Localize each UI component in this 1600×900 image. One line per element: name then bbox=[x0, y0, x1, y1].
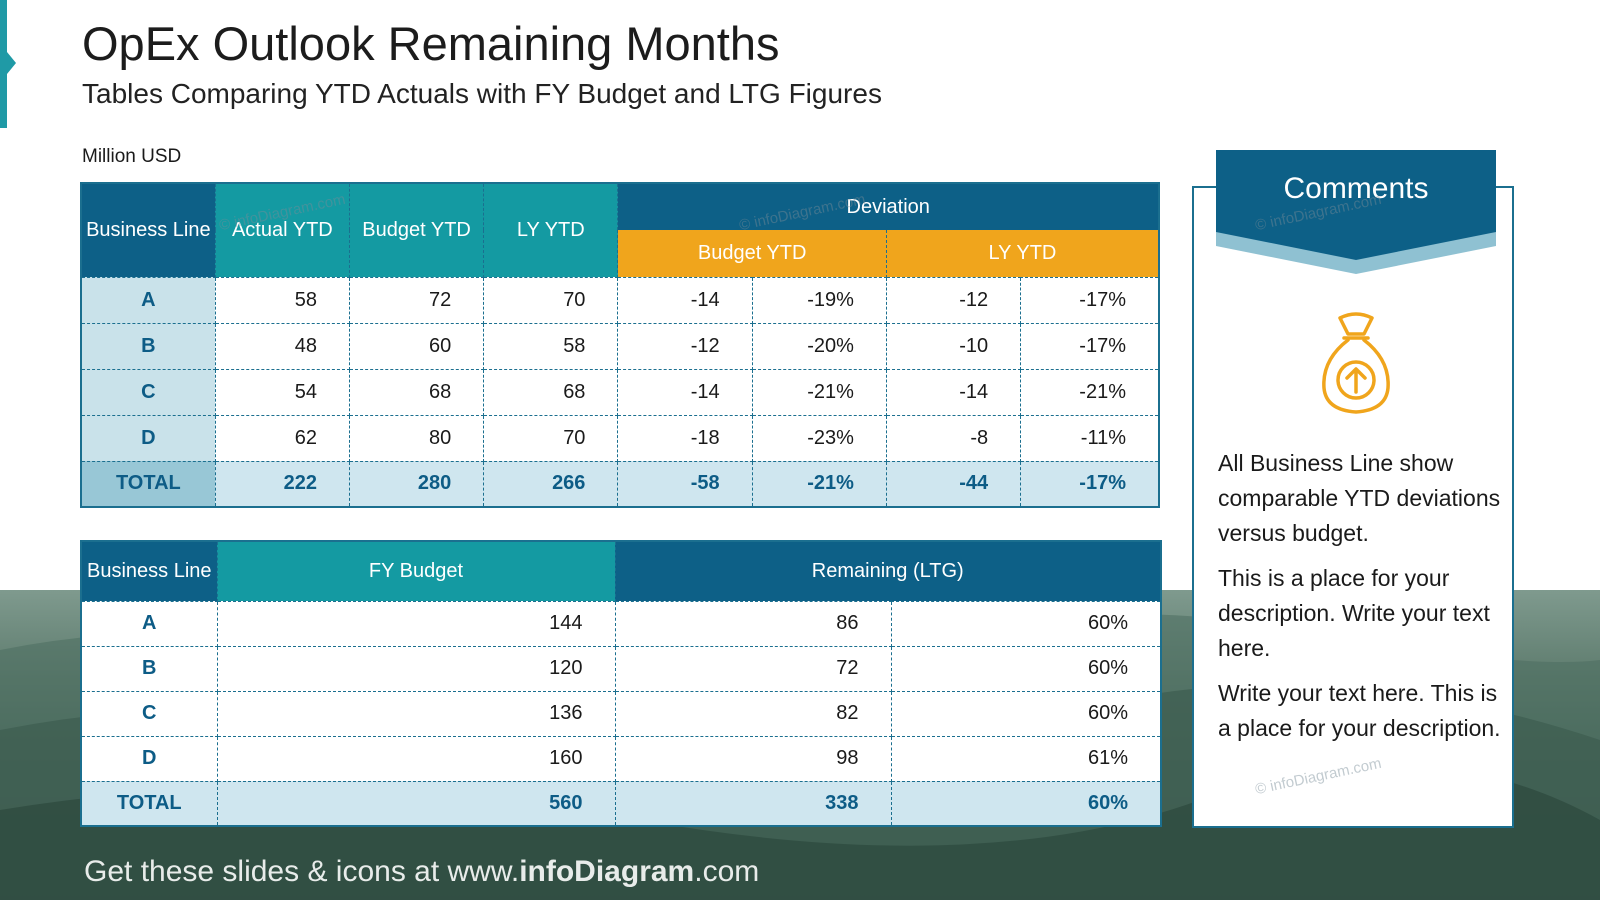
row-label: C bbox=[81, 691, 218, 737]
budget-ytd-cell: 60 bbox=[349, 323, 485, 370]
ly-ytd-cell: 68 bbox=[483, 369, 619, 416]
header-remaining-ltg: Remaining (LTG) bbox=[615, 541, 1161, 602]
total-dev-ly-abs: -44 bbox=[886, 461, 1022, 508]
fy-budget-cell: 160 bbox=[217, 736, 616, 782]
fy-budget-cell: 136 bbox=[217, 691, 616, 737]
dev-budget-abs-cell: -14 bbox=[617, 369, 753, 416]
table-row: C 136 82 60% bbox=[81, 691, 1161, 737]
row-label: C bbox=[81, 369, 216, 416]
comment-paragraph: Write your text here. This is a place fo… bbox=[1218, 680, 1501, 741]
ly-ytd-cell: 70 bbox=[483, 277, 619, 324]
row-label: D bbox=[81, 736, 218, 782]
dev-ly-pct-cell: -11% bbox=[1020, 415, 1159, 462]
remaining-cell: 72 bbox=[615, 646, 892, 692]
dev-ly-pct-cell: -17% bbox=[1020, 323, 1159, 370]
budget-ytd-cell: 80 bbox=[349, 415, 485, 462]
total-remaining: 338 bbox=[615, 781, 892, 827]
title-accent-bar bbox=[0, 0, 7, 128]
row-label: B bbox=[81, 323, 216, 370]
footer-prefix: Get these slides & icons at www. bbox=[84, 855, 520, 888]
table-row: D 62 80 70 -18 -23% -8 -11% bbox=[81, 415, 1159, 462]
total-dev-budget-pct: -21% bbox=[752, 461, 887, 508]
total-fy-budget: 560 bbox=[217, 781, 616, 827]
table-row: D 160 98 61% bbox=[81, 736, 1161, 782]
total-label: TOTAL bbox=[81, 461, 216, 508]
table-row: B 120 72 60% bbox=[81, 646, 1161, 692]
total-label: TOTAL bbox=[81, 781, 218, 827]
dev-ly-pct-cell: -21% bbox=[1020, 369, 1159, 416]
header-business-line: Business Line bbox=[81, 183, 216, 278]
header-ly-ytd: LY YTD bbox=[483, 183, 619, 278]
row-label: D bbox=[81, 415, 216, 462]
remaining-cell: 82 bbox=[615, 691, 892, 737]
comments-banner bbox=[1216, 150, 1496, 274]
fy-budget-cell: 144 bbox=[217, 601, 616, 647]
dev-ly-pct-cell: -17% bbox=[1020, 277, 1159, 324]
row-label: A bbox=[81, 277, 216, 324]
table-row: A 58 72 70 -14 -19% -12 -17% bbox=[81, 277, 1159, 324]
dev-ly-abs-cell: -12 bbox=[886, 277, 1022, 324]
header-budget-ytd: Budget YTD bbox=[349, 183, 485, 278]
header-deviation: Deviation bbox=[617, 183, 1159, 230]
comment-paragraph: All Business Line show comparable YTD de… bbox=[1218, 450, 1501, 546]
remaining-cell: 98 bbox=[615, 736, 892, 782]
title-accent-arrow bbox=[7, 52, 16, 74]
row-label: A bbox=[81, 601, 218, 647]
dev-budget-abs-cell: -18 bbox=[617, 415, 753, 462]
table-row: B 48 60 58 -12 -20% -10 -17% bbox=[81, 323, 1159, 370]
table-row: C 54 68 68 -14 -21% -14 -21% bbox=[81, 369, 1159, 416]
remaining-cell: 86 bbox=[615, 601, 892, 647]
dev-budget-abs-cell: -14 bbox=[617, 277, 753, 324]
dev-ly-abs-cell: -8 bbox=[886, 415, 1022, 462]
header-fy-budget: FY Budget bbox=[217, 541, 616, 602]
fy-budget-ltg-table: Business Line FY Budget Remaining (LTG) … bbox=[80, 540, 1162, 827]
table-row: A 144 86 60% bbox=[81, 601, 1161, 647]
ytd-deviation-table: Business Line Actual YTD Budget YTD LY Y… bbox=[80, 182, 1160, 508]
dev-ly-abs-cell: -14 bbox=[886, 369, 1022, 416]
dev-ly-abs-cell: -10 bbox=[886, 323, 1022, 370]
comments-title: Comments bbox=[1283, 172, 1429, 205]
remaining-pct-cell: 60% bbox=[891, 691, 1161, 737]
total-budget-ytd: 280 bbox=[349, 461, 485, 508]
total-dev-budget-abs: -58 bbox=[617, 461, 753, 508]
page-title: OpEx Outlook Remaining Months bbox=[82, 17, 780, 70]
total-row: TOTAL 222 280 266 -58 -21% -44 -17% bbox=[81, 461, 1159, 508]
total-ly-ytd: 266 bbox=[483, 461, 619, 508]
actual-ytd-cell: 62 bbox=[215, 415, 350, 462]
page-subtitle: Tables Comparing YTD Actuals with FY Bud… bbox=[82, 78, 882, 109]
dev-budget-pct-cell: -23% bbox=[752, 415, 887, 462]
budget-ytd-cell: 72 bbox=[349, 277, 485, 324]
actual-ytd-cell: 54 bbox=[215, 369, 350, 416]
actual-ytd-cell: 48 bbox=[215, 323, 350, 370]
remaining-pct-cell: 61% bbox=[891, 736, 1161, 782]
actual-ytd-cell: 58 bbox=[215, 277, 350, 324]
fy-budget-cell: 120 bbox=[217, 646, 616, 692]
remaining-pct-cell: 60% bbox=[891, 601, 1161, 647]
units-label: Million USD bbox=[82, 146, 182, 167]
ly-ytd-cell: 58 bbox=[483, 323, 619, 370]
header-deviation-ly-ytd: LY YTD bbox=[886, 230, 1159, 278]
row-label: B bbox=[81, 646, 218, 692]
comments-body: All Business Line show comparable YTD de… bbox=[1218, 446, 1508, 756]
dev-budget-abs-cell: -12 bbox=[617, 323, 753, 370]
footer-brand: infoDiagram bbox=[519, 855, 695, 888]
header-deviation-budget-ytd: Budget YTD bbox=[617, 230, 887, 278]
money-bag-up-arrow-icon bbox=[1322, 312, 1390, 414]
dev-budget-pct-cell: -19% bbox=[752, 277, 887, 324]
footer-suffix: .com bbox=[694, 855, 760, 888]
total-row: TOTAL 560 338 60% bbox=[81, 781, 1161, 827]
header-actual-ytd: Actual YTD bbox=[215, 183, 350, 278]
budget-ytd-cell: 68 bbox=[349, 369, 485, 416]
total-actual-ytd: 222 bbox=[215, 461, 350, 508]
dev-budget-pct-cell: -21% bbox=[752, 369, 887, 416]
comment-paragraph: This is a place for your description. Wr… bbox=[1218, 565, 1490, 661]
total-dev-ly-pct: -17% bbox=[1020, 461, 1159, 508]
total-remaining-pct: 60% bbox=[891, 781, 1161, 827]
remaining-pct-cell: 60% bbox=[891, 646, 1161, 692]
comments-panel bbox=[1192, 186, 1514, 828]
ly-ytd-cell: 70 bbox=[483, 415, 619, 462]
dev-budget-pct-cell: -20% bbox=[752, 323, 887, 370]
footer-promo: Get these slides & icons at www.infoDiag… bbox=[84, 855, 759, 889]
header-business-line: Business Line bbox=[81, 541, 218, 602]
